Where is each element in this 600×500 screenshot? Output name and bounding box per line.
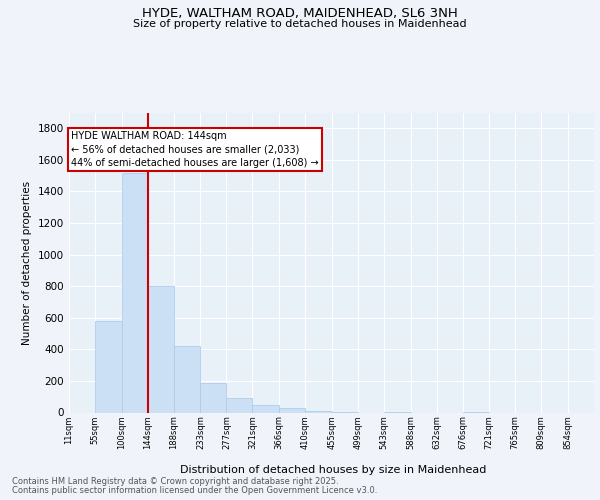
Text: HYDE, WALTHAM ROAD, MAIDENHEAD, SL6 3NH: HYDE, WALTHAM ROAD, MAIDENHEAD, SL6 3NH	[142, 8, 458, 20]
Bar	[253, 404, 279, 412]
Bar	[305, 411, 332, 412]
Bar	[95, 321, 122, 412]
Y-axis label: Number of detached properties: Number of detached properties	[22, 180, 32, 344]
Bar	[174, 346, 200, 412]
Bar	[226, 398, 253, 412]
Text: Distribution of detached houses by size in Maidenhead: Distribution of detached houses by size …	[180, 465, 486, 475]
Bar	[122, 172, 148, 412]
Bar	[279, 408, 305, 412]
Bar	[200, 382, 226, 412]
Text: Size of property relative to detached houses in Maidenhead: Size of property relative to detached ho…	[133, 19, 467, 29]
Text: Contains public sector information licensed under the Open Government Licence v3: Contains public sector information licen…	[12, 486, 377, 495]
Text: Contains HM Land Registry data © Crown copyright and database right 2025.: Contains HM Land Registry data © Crown c…	[12, 477, 338, 486]
Text: HYDE WALTHAM ROAD: 144sqm
← 56% of detached houses are smaller (2,033)
44% of se: HYDE WALTHAM ROAD: 144sqm ← 56% of detac…	[71, 132, 319, 168]
Bar	[148, 286, 174, 412]
